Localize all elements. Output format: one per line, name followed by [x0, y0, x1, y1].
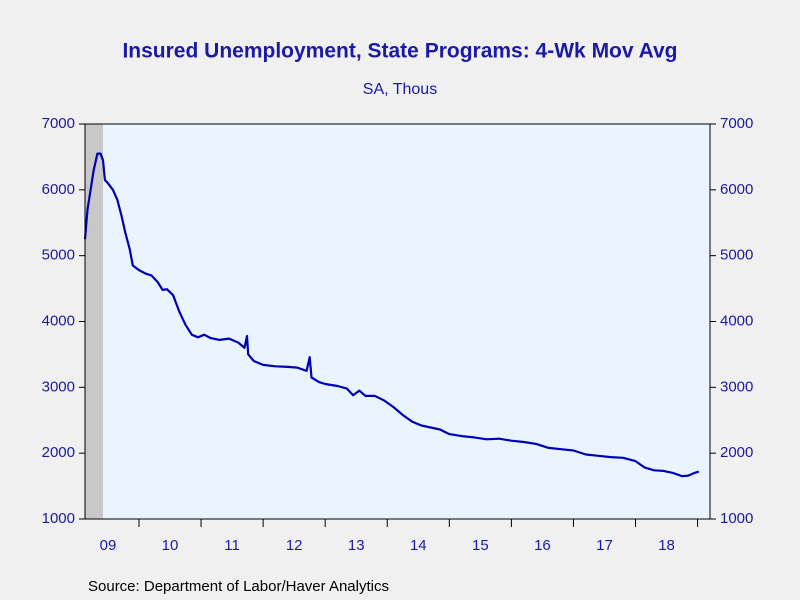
data-line	[83, 152, 700, 478]
x-tick-label: 12	[286, 537, 303, 554]
plot-area	[85, 124, 710, 519]
x-tick-label: 09	[100, 537, 117, 554]
x-tick-label: 17	[596, 537, 613, 554]
y2-tick-label: 6000	[720, 181, 753, 198]
source-note: Source: Department of Labor/Haver Analyt…	[88, 578, 389, 595]
y2-tick-label: 5000	[720, 247, 753, 264]
x-tick-label: 15	[472, 537, 489, 554]
y-tick-label: 2000	[42, 444, 75, 461]
y2-tick-label: 4000	[720, 312, 753, 329]
x-tick-label: 18	[658, 537, 675, 554]
x-tick-label: 14	[410, 537, 427, 554]
x-tick-label: 13	[348, 537, 365, 554]
y2-tick-label: 3000	[720, 378, 753, 395]
y-tick-label: 1000	[42, 510, 75, 527]
y2-tick-label: 7000	[720, 115, 753, 132]
recession-shading	[85, 124, 103, 519]
y-tick-label: 3000	[42, 378, 75, 395]
y-tick-label: 4000	[42, 312, 75, 329]
y-tick-label: 7000	[42, 115, 75, 132]
chart-subtitle: SA, Thous	[363, 81, 437, 98]
y-tick-label: 6000	[42, 181, 75, 198]
y2-tick-label: 1000	[720, 510, 753, 527]
plot-frame	[84, 123, 711, 520]
x-tick-label: 10	[162, 537, 179, 554]
x-tick-label: 16	[534, 537, 551, 554]
chart-title: Insured Unemployment, State Programs: 4-…	[122, 40, 677, 63]
x-tick-label: 11	[224, 537, 240, 554]
y-tick-label: 5000	[42, 247, 75, 264]
y2-tick-label: 2000	[720, 444, 753, 461]
